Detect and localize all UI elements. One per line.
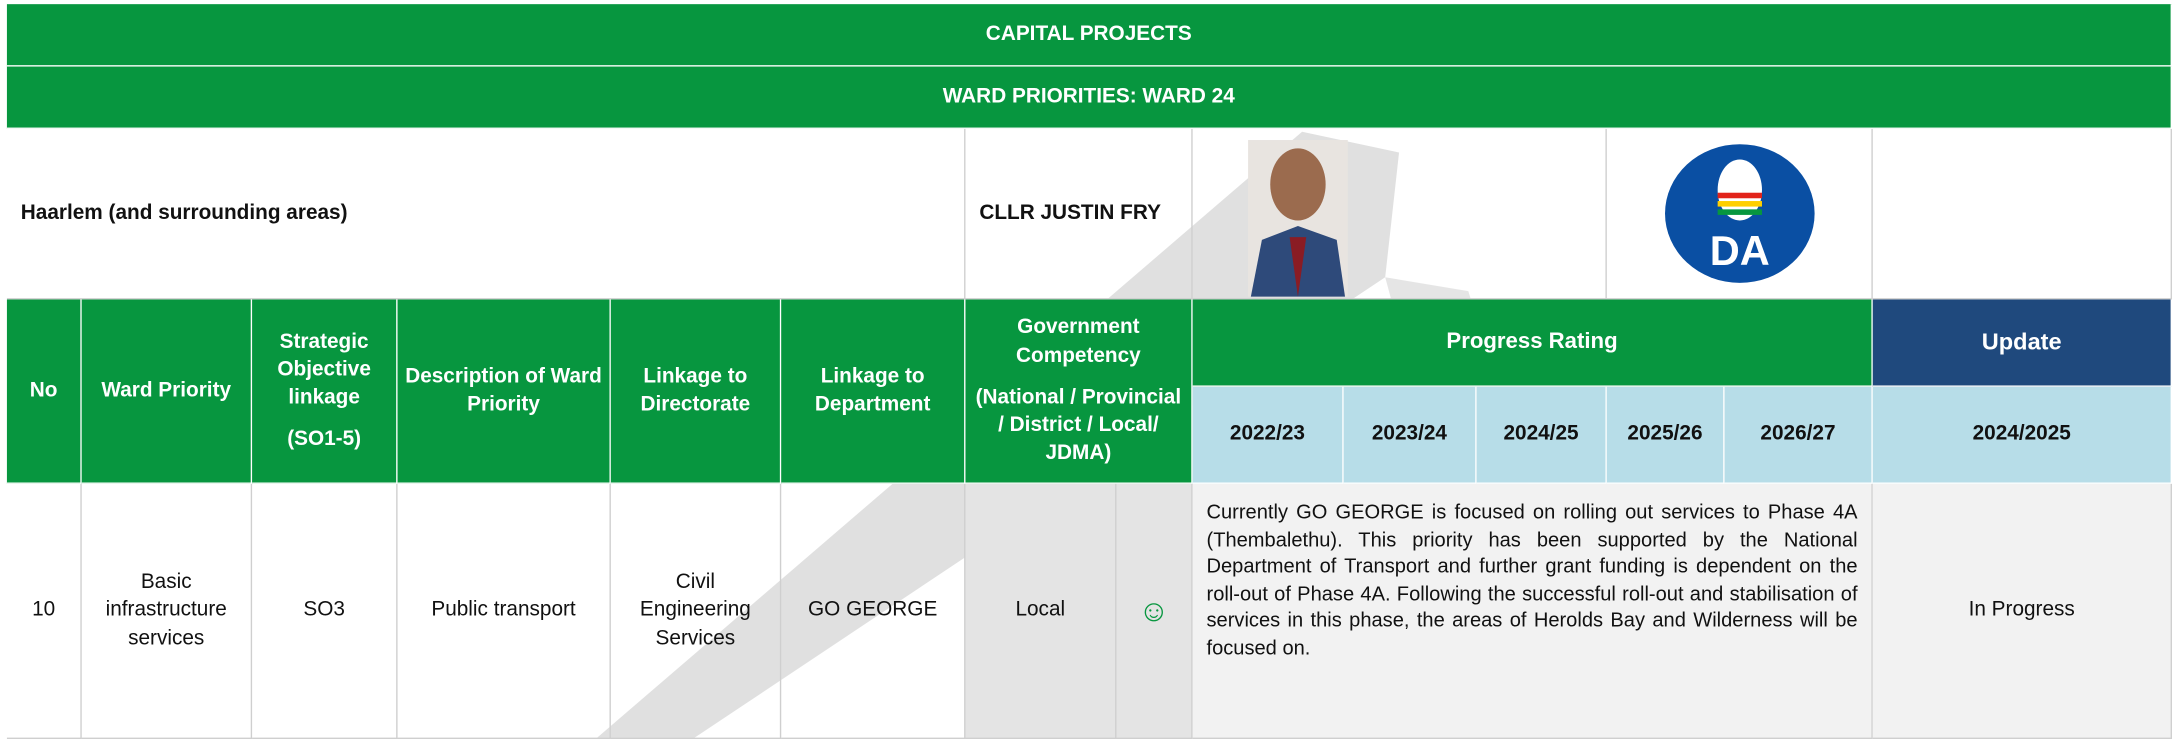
cell: 10 bbox=[6, 483, 82, 739]
cell: Basic infrastructure services bbox=[81, 483, 253, 739]
year-header: 2024/25 bbox=[1476, 386, 1607, 484]
year-header: 2022/23 bbox=[1192, 386, 1344, 484]
col-note: (SO1-5) bbox=[287, 427, 362, 451]
councillor: CLLR JUSTIN FRY bbox=[965, 128, 1193, 300]
cell: Local bbox=[965, 483, 1117, 739]
progress-header: Progress Rating bbox=[1192, 299, 1873, 387]
col-header: Linkage to Directorate bbox=[610, 299, 782, 484]
col-header-text: Government Competency bbox=[1016, 315, 1141, 367]
logo-text: DA bbox=[1709, 227, 1769, 274]
photo bbox=[1248, 140, 1348, 297]
party-logo: DA bbox=[1664, 144, 1814, 283]
cell: Public transport bbox=[397, 483, 611, 739]
description: Currently GO GEORGE is focused on rollin… bbox=[1192, 483, 1873, 739]
empty-cell bbox=[1872, 128, 2172, 300]
year-header: 2025/26 bbox=[1606, 386, 1725, 484]
subtitle: WARD PRIORITIES: WARD 24 bbox=[6, 66, 2172, 129]
photo-cell bbox=[1192, 128, 1607, 300]
cell: SO3 bbox=[252, 483, 398, 739]
year-header: 2026/27 bbox=[1724, 386, 1873, 484]
rating-icon: ☺ bbox=[1116, 483, 1193, 739]
col-header: Description of Ward Priority bbox=[397, 299, 611, 484]
col-note: (National / Provincial / District / Loca… bbox=[975, 385, 1182, 465]
update-year: 2024/2025 bbox=[1872, 386, 2172, 484]
col-header: No bbox=[6, 299, 82, 484]
col-header: Government Competency (National / Provinc… bbox=[965, 299, 1193, 484]
area: Haarlem (and surrounding areas) bbox=[6, 128, 966, 300]
col-header: Ward Priority bbox=[81, 299, 253, 484]
status: In Progress bbox=[1872, 483, 2172, 739]
col-header-text: Strategic Objective linkage bbox=[277, 329, 371, 410]
title: CAPITAL PROJECTS bbox=[6, 4, 2172, 67]
cell: GO GEORGE bbox=[781, 483, 966, 739]
col-header: Linkage to Department bbox=[781, 299, 966, 484]
cell: Civil Engineering Services bbox=[610, 483, 782, 739]
logo-cell: DA bbox=[1606, 128, 1873, 300]
col-header: Strategic Objective linkage (SO1-5) bbox=[252, 299, 398, 484]
update-header: Update bbox=[1872, 299, 2172, 387]
year-header: 2023/24 bbox=[1343, 386, 1477, 484]
